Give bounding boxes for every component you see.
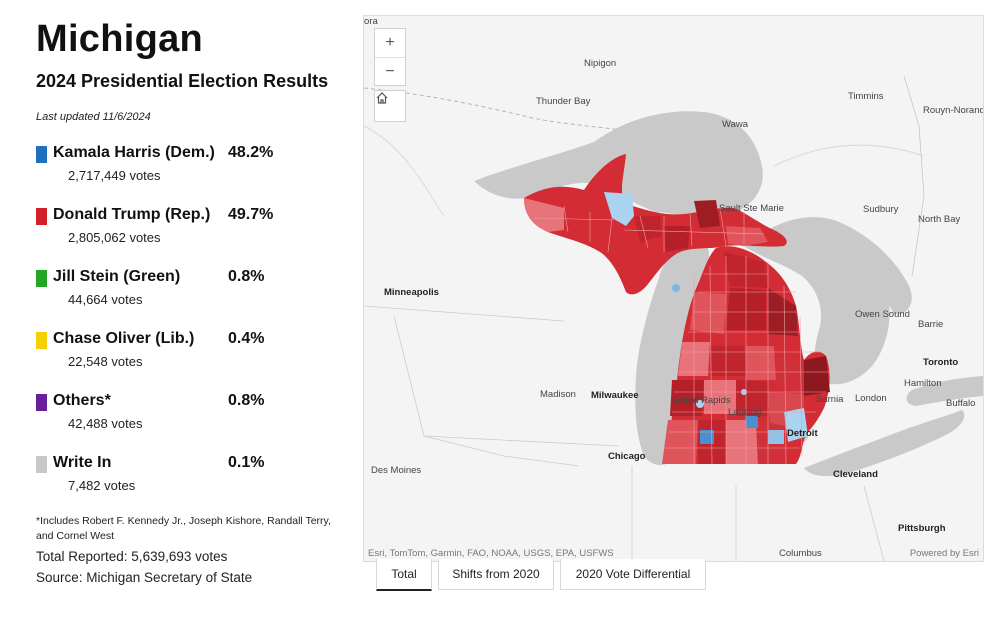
footnote: *Includes Robert F. Kennedy Jr., Joseph … (36, 515, 331, 542)
tab-total[interactable]: Total (376, 559, 432, 591)
home-icon (376, 92, 388, 104)
zoom-control: + − (374, 28, 406, 86)
candidate-write-in: Write In 0.1% 7,482 votes (36, 454, 336, 504)
candidate-name: Kamala Harris (Dem.) (53, 144, 215, 161)
candidate-name: Others* (53, 392, 111, 409)
map-label: Thunder Bay (536, 96, 591, 107)
candidate-votes: 42,488 votes (68, 416, 143, 431)
map-label: Chicago (608, 451, 646, 462)
source: Source: Michigan Secretary of State (36, 570, 253, 585)
map-label: Grand Rapids (672, 395, 731, 406)
map-label: Minneapolis (384, 287, 439, 298)
harris-swatch (36, 146, 47, 163)
candidate-pct: 0.4% (228, 330, 265, 347)
map-label: ora (364, 16, 378, 27)
map-label: Madison (540, 389, 576, 400)
map-canvas (364, 16, 983, 561)
map-label: Toronto (923, 357, 959, 368)
candidate-harris: Kamala Harris (Dem.) 48.2% 2,717,449 vot… (36, 144, 336, 194)
map-label: Detroit (787, 428, 818, 439)
map-label: Sault Ste Marie (719, 203, 784, 214)
map-label: Rouyn-Noranda (923, 105, 984, 116)
candidate-trump: Donald Trump (Rep.) 49.7% 2,805,062 vote… (36, 206, 336, 256)
map-label: Nipigon (584, 58, 617, 69)
map-label: Wawa (722, 119, 749, 130)
stein-swatch (36, 270, 47, 287)
candidate-pct: 0.1% (228, 454, 265, 471)
map-label: Columbus (779, 548, 822, 559)
map-label: Buffalo (946, 398, 976, 409)
others-swatch (36, 394, 47, 411)
map-label: Timmins (848, 91, 884, 102)
zoom-out-button[interactable]: − (375, 57, 405, 86)
tab-2020-vote-differential[interactable]: 2020 Vote Differential (560, 559, 706, 590)
map-label: Milwaukee (591, 390, 639, 401)
candidate-oliver: Chase Oliver (Lib.) 0.4% 22,548 votes (36, 330, 336, 380)
home-button[interactable] (374, 90, 406, 122)
candidate-votes: 44,664 votes (68, 292, 143, 307)
zoom-in-button[interactable]: + (385, 34, 395, 51)
powered-by-esri: Powered by Esri (909, 548, 979, 559)
total-reported: Total Reported: 5,639,693 votes (36, 549, 228, 564)
write-in-swatch (36, 456, 47, 473)
map-label: Cleveland (833, 469, 878, 480)
page-subtitle: 2024 Presidential Election Results (36, 71, 329, 91)
map-label: Owen Sound (855, 309, 910, 320)
trump-swatch (36, 208, 47, 225)
candidate-pct: 49.7% (228, 206, 274, 223)
candidate-name: Donald Trump (Rep.) (53, 206, 211, 223)
candidate-pct: 0.8% (228, 268, 265, 285)
candidate-name: Jill Stein (Green) (53, 268, 181, 285)
candidate-stein: Jill Stein (Green) 0.8% 44,664 votes (36, 268, 336, 318)
tab-shifts-from-2020[interactable]: Shifts from 2020 (438, 559, 554, 590)
map-label: Pittsburgh (898, 523, 946, 534)
oliver-swatch (36, 332, 47, 349)
map-label: Lansing (728, 407, 762, 418)
candidate-votes: 2,805,062 votes (68, 230, 161, 245)
map-label: London (855, 393, 887, 404)
candidate-name: Write In (53, 454, 112, 471)
election-map[interactable]: + − ora Nipigon Thunder Bay Timmins Rouy… (363, 15, 984, 562)
map-label: Hamilton (904, 378, 942, 389)
candidate-votes: 2,717,449 votes (68, 168, 161, 183)
candidate-votes: 7,482 votes (68, 478, 136, 493)
candidate-pct: 48.2% (228, 144, 274, 161)
candidate-votes: 22,548 votes (68, 354, 143, 369)
candidate-others: Others* 0.8% 42,488 votes (36, 392, 336, 442)
map-label: North Bay (918, 214, 961, 225)
last-updated: Last updated 11/6/2024 (36, 111, 151, 123)
map-label: Sudbury (863, 204, 899, 215)
candidate-name: Chase Oliver (Lib.) (53, 330, 195, 347)
page-title: Michigan (36, 18, 204, 60)
candidate-pct: 0.8% (228, 392, 265, 409)
map-label: Barrie (918, 319, 944, 330)
map-label: Des Moines (371, 465, 422, 476)
map-label: Sarnia (816, 394, 844, 405)
map-attribution: Esri, TomTom, Garmin, FAO, NOAA, USGS, E… (368, 548, 614, 559)
